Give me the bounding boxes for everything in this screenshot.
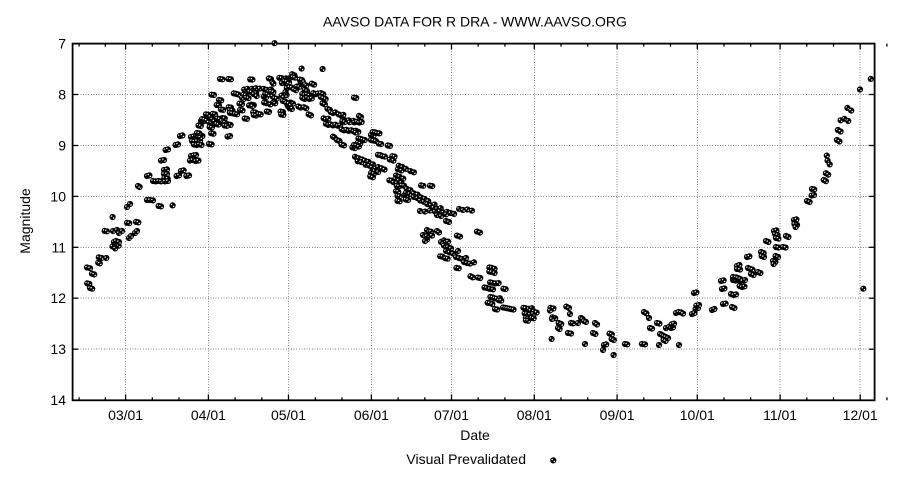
svg-text:9: 9 bbox=[58, 138, 66, 154]
svg-text:10: 10 bbox=[50, 188, 66, 204]
svg-text:Magnitude: Magnitude bbox=[17, 188, 33, 254]
svg-text:04/01: 04/01 bbox=[191, 407, 226, 423]
svg-text:12: 12 bbox=[50, 290, 66, 306]
svg-text:12/01: 12/01 bbox=[843, 407, 878, 423]
svg-text:09/01: 09/01 bbox=[600, 407, 635, 423]
svg-text:10/01: 10/01 bbox=[680, 407, 715, 423]
svg-text:08/01: 08/01 bbox=[517, 407, 552, 423]
svg-text:8: 8 bbox=[58, 87, 66, 103]
svg-text:03/01: 03/01 bbox=[108, 407, 143, 423]
svg-text:13: 13 bbox=[50, 341, 66, 357]
svg-text:AAVSO DATA FOR R DRA - WWW.AAV: AAVSO DATA FOR R DRA - WWW.AAVSO.ORG bbox=[323, 14, 627, 30]
svg-text:11: 11 bbox=[51, 239, 66, 255]
svg-text:Date: Date bbox=[460, 427, 490, 443]
svg-text:05/01: 05/01 bbox=[271, 407, 306, 423]
svg-text:07/01: 07/01 bbox=[434, 407, 469, 423]
svg-text:06/01: 06/01 bbox=[354, 407, 389, 423]
svg-text:7: 7 bbox=[58, 36, 66, 52]
svg-text:11/01: 11/01 bbox=[763, 407, 797, 423]
svg-text:Visual Prevalidated: Visual Prevalidated bbox=[406, 451, 526, 467]
svg-text:14: 14 bbox=[50, 392, 66, 408]
